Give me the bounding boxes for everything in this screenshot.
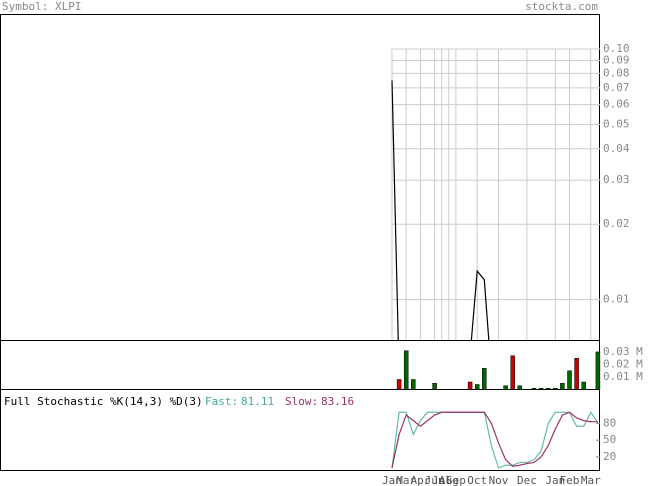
y-tick-label: 50	[603, 433, 616, 446]
y-tick-label: 0.06	[603, 98, 630, 111]
volume-bar	[403, 350, 409, 390]
stochastic-panel	[0, 389, 600, 471]
y-tick-label: 0.01 M	[603, 370, 643, 383]
volume-bar	[595, 351, 601, 390]
volume-bar	[432, 383, 437, 390]
y-tick-label: 0.09	[603, 54, 630, 67]
volume-bar	[396, 379, 402, 390]
x-tick-label: Jan	[382, 474, 402, 486]
annotation-value: 83.16	[321, 395, 354, 408]
volume-bar	[553, 388, 558, 390]
y-tick-label: 0.05	[603, 117, 630, 130]
volume-bar	[560, 383, 565, 390]
volume-bar	[545, 388, 551, 390]
x-tick-label: Jun	[425, 474, 445, 486]
stochastic-title: Full Stochastic %K(14,3) %D(3)	[4, 395, 203, 408]
volume-bar	[474, 384, 480, 390]
x-tick-label: Apr	[410, 474, 430, 486]
x-tick-label: Sep	[446, 474, 466, 486]
y-tick-label: 0.03 M	[603, 345, 643, 358]
volume-bar	[531, 388, 537, 390]
volume-bar	[467, 381, 473, 390]
stochastic-line	[391, 411, 599, 469]
site-label: stockta.com	[525, 0, 598, 13]
volume-bar	[411, 379, 416, 390]
y-tick-label: 0.01	[603, 293, 630, 306]
y-tick-label: 0.02 M	[603, 358, 643, 371]
x-tick-label: Jul	[432, 474, 452, 486]
volume-bar	[567, 370, 572, 390]
volume-bar	[510, 355, 515, 390]
volume-bar	[503, 385, 508, 390]
x-tick-label: Aug	[439, 474, 459, 486]
x-tick-label: Feb	[560, 474, 580, 486]
x-tick-label: Mar	[581, 474, 601, 486]
volume-bar	[538, 388, 544, 390]
volume-bar	[517, 385, 523, 390]
y-tick-label: 0.02	[603, 217, 630, 230]
y-tick-label: 0.10	[603, 42, 630, 55]
volume-bar	[574, 358, 579, 390]
y-tick-label: 0.04	[603, 142, 630, 155]
y-tick-label: 20	[603, 450, 616, 463]
x-tick-label: Mar	[396, 474, 416, 486]
stochastic-line	[391, 411, 598, 469]
annotation-label: Slow:	[285, 395, 318, 408]
y-tick-label: 0.08	[603, 66, 630, 79]
y-tick-label: 0.03	[603, 173, 630, 186]
annotation-label: Fast:	[205, 395, 238, 408]
volume-bar	[581, 381, 586, 390]
x-tick-label: Oct	[467, 474, 487, 486]
y-tick-label: 0.07	[603, 81, 630, 94]
volume-bar	[482, 368, 487, 390]
y-tick-label: 80	[603, 416, 616, 429]
x-tick-label: Nov	[489, 474, 509, 486]
x-tick-label: Jan	[545, 474, 565, 486]
symbol-label: Symbol: XLPI	[2, 0, 81, 13]
annotation-value: 81.11	[241, 395, 274, 408]
x-tick-label: Dec	[517, 474, 537, 486]
